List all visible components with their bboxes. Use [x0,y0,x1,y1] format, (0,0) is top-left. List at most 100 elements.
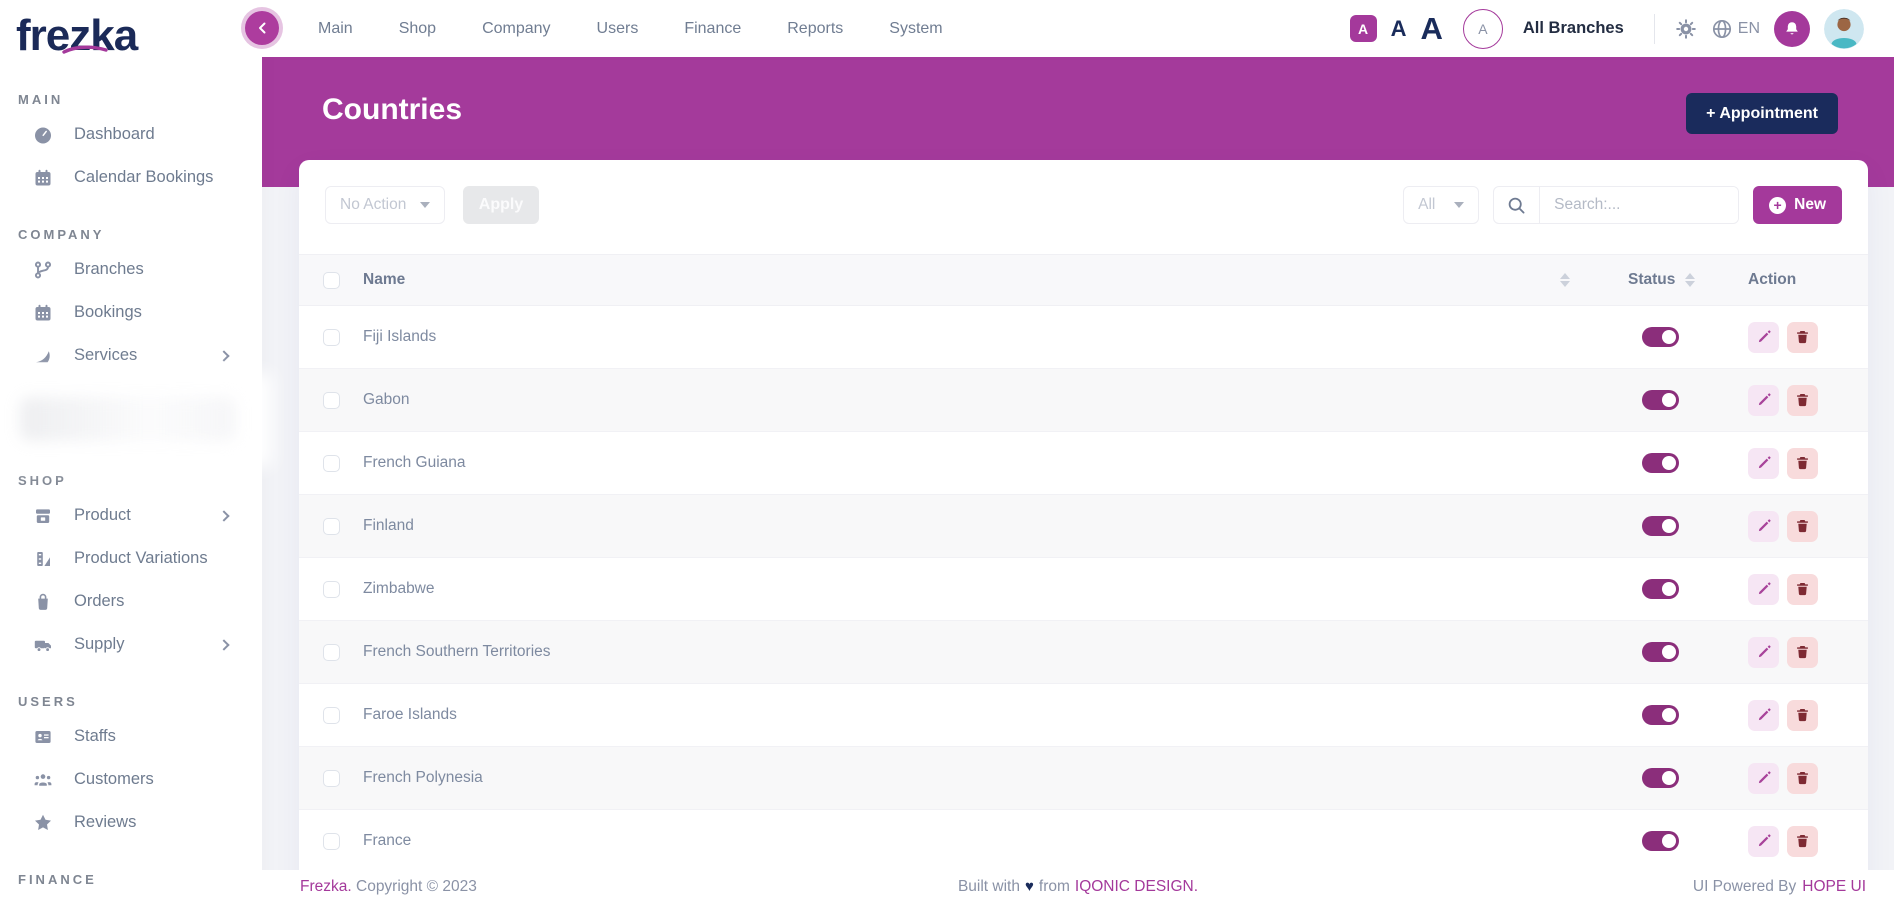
sidebar-item-reviews[interactable]: Reviews [0,801,262,844]
sidebar-item-calendar-bookings[interactable]: Calendar Bookings [0,156,262,199]
sidebar-item-supply[interactable]: Supply [0,623,262,666]
settings-button[interactable] [1675,18,1697,40]
dashboard-icon [32,124,54,146]
row-checkbox[interactable] [322,643,340,661]
branch-selector[interactable]: All Branches [1522,19,1624,37]
status-toggle[interactable] [1642,516,1679,536]
user-avatar[interactable] [1824,8,1864,49]
column-header-name[interactable]: Name [363,271,1588,289]
select-all-checkbox[interactable] [322,271,340,289]
edit-button[interactable] [1748,636,1779,668]
search-input[interactable] [1540,187,1739,223]
sidebar-item-bookings[interactable]: Bookings [0,291,262,334]
sidebar-item-dashboard[interactable]: Dashboard [0,113,262,156]
delete-button[interactable] [1787,762,1818,794]
delete-button[interactable] [1787,510,1818,542]
trash-icon [1797,646,1808,659]
nav-item-shop[interactable]: Shop [398,19,437,37]
search-button[interactable] [1494,187,1541,223]
sidebar-item-label: Bookings [74,303,142,321]
status-toggle[interactable] [1642,831,1679,851]
column-header-status[interactable]: Status [1588,271,1738,289]
sidebar-toggle-button[interactable] [245,11,279,45]
row-checkbox[interactable] [322,517,340,535]
font-size-large-button[interactable]: A [1420,10,1443,46]
delete-button[interactable] [1787,825,1818,857]
row-checkbox[interactable] [322,454,340,472]
sidebar-item-product-variations[interactable]: Product Variations [0,537,262,580]
sidebar-item-staffs[interactable]: Staffs [0,715,262,758]
font-size-medium-button[interactable]: A [1390,15,1407,41]
edit-button[interactable] [1748,321,1779,353]
font-size-small-button[interactable]: A [1349,15,1377,42]
brand-logo[interactable]: frezka [0,0,262,64]
section-label: FINANCE [18,872,97,887]
status-toggle[interactable] [1642,453,1679,473]
status-toggle[interactable] [1642,768,1679,788]
edit-button[interactable] [1748,762,1779,794]
country-name: French Southern Territories [363,643,551,660]
shopping-bag-icon [32,591,54,613]
notifications-button[interactable] [1774,10,1810,47]
row-checkbox[interactable] [322,769,340,787]
edit-button[interactable] [1748,573,1779,605]
status-toggle[interactable] [1642,642,1679,662]
hope-ui-link[interactable]: HOPE UI [1802,877,1866,895]
country-name: Zimbabwe [363,580,435,597]
row-checkbox[interactable] [322,832,340,850]
country-name: France [363,832,412,849]
trash-icon [1797,457,1808,470]
nav-item-users[interactable]: Users [596,19,639,37]
new-button[interactable]: + New [1753,186,1842,224]
edit-button[interactable] [1748,510,1779,542]
sidebar-item-product[interactable]: Product [0,494,262,537]
apply-button[interactable]: Apply [463,186,539,224]
bulk-action-select[interactable]: No Action [325,186,445,224]
edit-button[interactable] [1748,699,1779,731]
delete-button[interactable] [1787,384,1818,416]
sidebar-item-branches[interactable]: Branches [0,248,262,291]
bulk-action-value: No Action [340,196,407,213]
edit-button[interactable] [1748,447,1779,479]
sidebar-item-customers[interactable]: Customers [0,758,262,801]
language-button[interactable]: EN [1711,18,1760,40]
nav-item-main[interactable]: Main [318,19,353,37]
status-toggle[interactable] [1642,390,1679,410]
table-row: Fiji Islands [299,306,1868,369]
row-checkbox[interactable] [322,328,340,346]
filter-select[interactable]: All [1403,186,1480,224]
trash-icon [1797,583,1808,596]
sidebar-item-orders[interactable]: Orders [0,580,262,623]
pencil-icon [1758,645,1771,658]
delete-button[interactable] [1787,636,1818,668]
sidebar-section-users: USERS Staffs Customers Reviews [0,680,262,844]
row-checkbox[interactable] [322,391,340,409]
edit-button[interactable] [1748,825,1779,857]
sidebar-item-label: Branches [74,260,144,278]
logo-swoosh-icon [62,45,108,54]
row-checkbox[interactable] [322,580,340,598]
delete-button[interactable] [1787,321,1818,353]
design-link[interactable]: IQONIC DESIGN. [1074,877,1199,895]
redacted-menu-item [0,383,262,457]
sort-icon [1560,273,1570,287]
sidebar-section-company: COMPANY Branches Bookings Services [0,213,262,377]
appointment-button[interactable]: + Appointment [1686,93,1838,134]
nav-item-company[interactable]: Company [482,19,551,37]
delete-button[interactable] [1787,447,1818,479]
delete-button[interactable] [1787,573,1818,605]
profile-initial-badge[interactable]: A [1462,8,1503,49]
delete-button[interactable] [1787,699,1818,731]
nav-item-finance[interactable]: Finance [684,19,742,37]
edit-button[interactable] [1748,384,1779,416]
status-toggle[interactable] [1642,579,1679,599]
nav-item-system[interactable]: System [889,19,943,37]
nav-item-reports[interactable]: Reports [787,19,844,37]
footer-brand-link[interactable]: Frezka. [300,877,352,895]
status-toggle[interactable] [1642,327,1679,347]
bell-icon [1786,21,1798,34]
id-card-icon [32,726,54,748]
row-checkbox[interactable] [322,706,340,724]
status-toggle[interactable] [1642,705,1679,725]
sidebar-item-services[interactable]: Services [0,334,262,377]
